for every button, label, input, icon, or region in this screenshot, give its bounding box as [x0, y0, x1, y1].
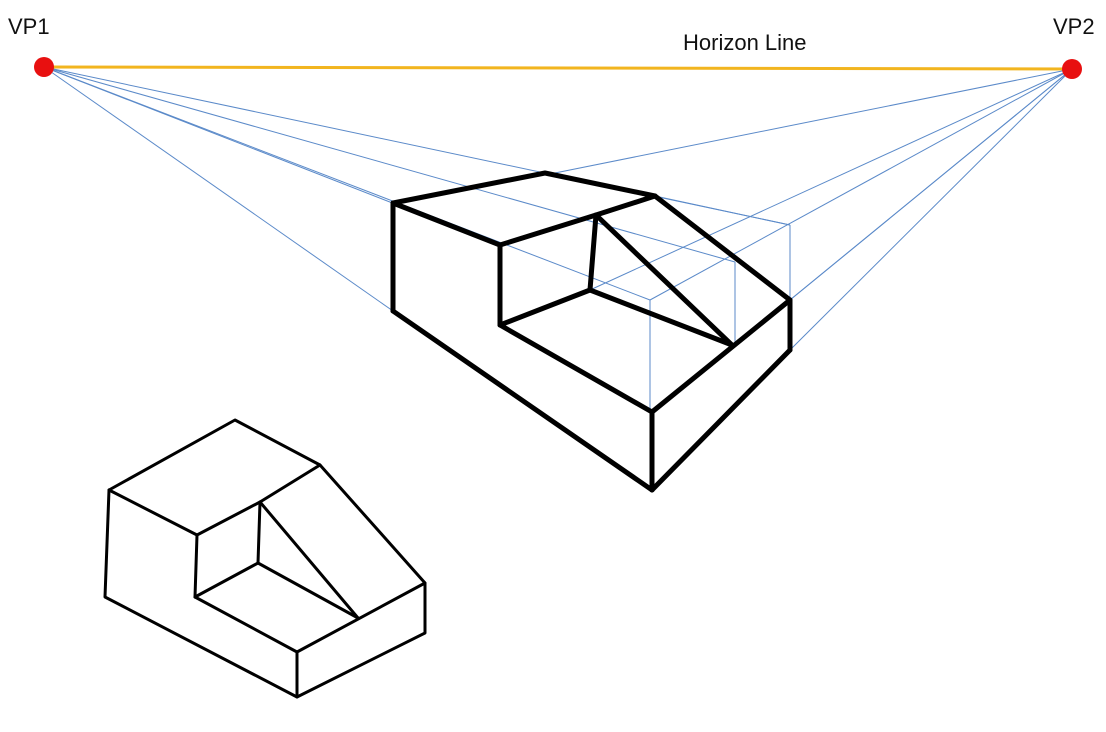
- object-edge: [497, 212, 599, 248]
- object-edge: [593, 212, 735, 348]
- object-edge: [587, 212, 599, 293]
- reference-edge: [193, 533, 199, 599]
- vp1-point: [34, 57, 54, 77]
- object-edge: [390, 200, 503, 248]
- vp2-guide-line: [589, 68, 1073, 291]
- vp2-point: [1062, 59, 1082, 79]
- object-edge: [390, 308, 655, 493]
- object-edge: [587, 287, 735, 348]
- reference-edge: [193, 561, 260, 599]
- vp1-guide-line: [43, 66, 394, 312]
- vp2-label: VP2: [1053, 14, 1095, 39]
- reference-edge: [256, 561, 360, 620]
- horizon-line: [43, 65, 1073, 71]
- hidden-construction-lines: [649, 195, 791, 412]
- construction-line: [654, 195, 791, 226]
- reference-object: [103, 418, 427, 699]
- reference-edge: [258, 500, 360, 620]
- vp1-guide-line: [43, 66, 736, 263]
- vp2-guide-line: [789, 68, 1073, 301]
- vp2-guide-line: [789, 68, 1073, 351]
- vp2-guide-lines: [544, 68, 1073, 351]
- perspective-object: [390, 170, 793, 493]
- reference-edge: [107, 488, 199, 537]
- reference-edge: [193, 595, 299, 654]
- reference-edge: [256, 500, 262, 565]
- object-edge: [649, 297, 793, 415]
- reference-edge: [258, 463, 322, 504]
- vp1-label: VP1: [8, 14, 50, 39]
- object-edge: [497, 322, 655, 415]
- vp1-guide-line: [43, 66, 651, 301]
- horizon-line-label: Horizon Line: [683, 30, 807, 55]
- vp2-guide-line: [649, 68, 1073, 301]
- object-edge: [497, 287, 593, 328]
- vp1-guide-lines: [43, 66, 791, 312]
- vp2-guide-line: [544, 68, 1073, 176]
- object-edge: [593, 193, 658, 218]
- reference-outline: [103, 418, 427, 699]
- reference-edge: [295, 581, 427, 654]
- object-edge: [649, 347, 793, 493]
- reference-edge: [195, 500, 262, 537]
